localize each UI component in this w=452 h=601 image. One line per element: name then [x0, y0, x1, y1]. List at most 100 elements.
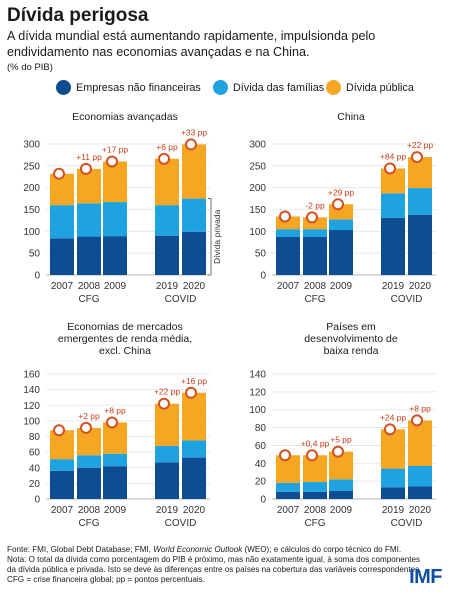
group-label-crisis: CFG — [304, 294, 325, 305]
x-tick-label: 2020 — [183, 505, 206, 516]
bar-segment — [329, 490, 353, 499]
y-tick-label: 150 — [249, 205, 266, 216]
x-tick-label: 2009 — [330, 505, 353, 516]
change-annotation: -2 pp — [305, 200, 325, 210]
change-annotation: +8 pp — [409, 403, 431, 413]
y-tick-label: 100 — [249, 405, 266, 416]
chart-title: Dívida perigosa — [7, 5, 149, 26]
legend-label-public: Dívida pública — [346, 81, 414, 94]
y-tick-label: 160 — [23, 370, 40, 381]
x-tick-label: 2020 — [409, 505, 432, 516]
y-tick-label: 120 — [249, 387, 266, 398]
bar-segment — [50, 173, 74, 206]
bar-segment — [103, 453, 127, 467]
bar-segment — [50, 470, 74, 499]
bar-segment — [103, 422, 127, 454]
group-label-covid: COVID — [391, 294, 423, 305]
change-annotation: +17 pp — [102, 144, 129, 154]
change-annotation: +22 pp — [407, 140, 434, 150]
total-marker — [80, 162, 92, 175]
y-tick-label: 100 — [249, 227, 266, 238]
total-marker — [279, 449, 291, 462]
change-annotation: +8 pp — [104, 405, 126, 415]
legend-label-household: Dívida das famílias — [233, 81, 325, 94]
y-tick-label: 150 — [23, 205, 40, 216]
private-debt-label: Dívida privada — [212, 209, 222, 264]
bar-segment — [381, 217, 405, 275]
x-tick-label: 2019 — [156, 505, 179, 516]
change-annotation: +16 pp — [181, 376, 208, 386]
panel-title-line: Economias avançadas — [72, 111, 178, 123]
bar-segment — [182, 198, 206, 232]
bar-segment — [50, 238, 74, 275]
x-tick-label: 2007 — [277, 505, 300, 516]
bar-segment — [182, 231, 206, 275]
x-tick-label: 2008 — [78, 505, 101, 516]
total-marker — [332, 445, 344, 458]
bar-segment — [77, 168, 101, 204]
bar-segment — [381, 468, 405, 488]
total-marker — [279, 210, 291, 223]
legend-item-household: Dívida das famílias — [213, 80, 324, 95]
source-text-a: Fonte: FMI, Global Debt Database; FMI, — [7, 545, 154, 554]
x-tick-label: 2020 — [409, 281, 432, 292]
y-tick-label: 300 — [249, 140, 266, 151]
change-annotation: +0,4 pp — [301, 438, 330, 448]
total-marker — [411, 414, 423, 427]
change-annotation: +6 pp — [156, 142, 178, 152]
chart-advanced-economies: Economias avançadas 0 50 100 150 200 250 300 +11… — [23, 111, 222, 305]
panel-title-line: excl. China — [99, 345, 151, 357]
unit-label: (% do PIB) — [7, 62, 53, 73]
total-marker — [185, 386, 197, 399]
panel-emerging-markets: Economias de mercados emergentes de renda… — [0, 318, 226, 538]
change-annotation: +84 pp — [380, 151, 407, 161]
bar-segment — [103, 161, 127, 203]
y-tick-label: 20 — [255, 477, 267, 488]
y-tick-label: 60 — [255, 441, 267, 452]
x-tick-label: 2007 — [51, 281, 74, 292]
group-label-crisis: CFG — [78, 294, 99, 305]
total-marker — [384, 423, 396, 436]
bar-segment — [408, 188, 432, 215]
y-tick-label: 50 — [29, 249, 41, 260]
y-tick-label: 120 — [23, 401, 40, 412]
bar-segment — [50, 459, 74, 471]
change-annotation: +2 pp — [78, 411, 100, 421]
bar-segment — [155, 462, 179, 499]
group-label-crisis: CFG — [78, 518, 99, 529]
panel-advanced-economies: Economias avançadas 0 50 100 150 200 250 300 +11… — [0, 106, 226, 316]
total-marker — [185, 138, 197, 151]
y-tick-label: 100 — [23, 416, 40, 427]
bar-segment — [329, 479, 353, 491]
imf-logo: IMF — [409, 566, 442, 588]
total-marker — [306, 449, 318, 462]
bar-segment — [155, 235, 179, 275]
y-tick-label: 140 — [249, 370, 266, 381]
bar-segment — [303, 237, 327, 275]
bar-segment — [276, 482, 300, 492]
total-marker — [158, 397, 170, 410]
source-note: Fonte: FMI, Global Debt Database; FMI, W… — [7, 545, 427, 585]
y-tick-label: 200 — [249, 183, 266, 194]
panel-title-line: desenvolvimento de — [304, 333, 398, 345]
x-tick-label: 2007 — [277, 281, 300, 292]
y-tick-label: 300 — [23, 140, 40, 151]
panel-title-line: China — [337, 111, 365, 123]
bar-segment — [50, 205, 74, 239]
x-tick-label: 2008 — [78, 281, 101, 292]
y-tick-label: 100 — [23, 227, 40, 238]
bar-segment — [77, 236, 101, 275]
bar-segment — [182, 392, 206, 441]
change-annotation: +24 pp — [380, 412, 407, 422]
y-tick-label: 0 — [260, 271, 266, 282]
footnote-text: Nota: O total da dívida como porcentagem… — [7, 555, 422, 584]
bar-segment — [155, 445, 179, 463]
bar-segment — [381, 429, 405, 469]
y-tick-label: 0 — [34, 271, 40, 282]
bar-segment — [77, 467, 101, 499]
total-marker — [158, 152, 170, 165]
total-marker — [80, 421, 92, 434]
bar-segment — [103, 236, 127, 275]
chart-subtitle: A dívida mundial está aumentando rapidam… — [7, 29, 376, 59]
